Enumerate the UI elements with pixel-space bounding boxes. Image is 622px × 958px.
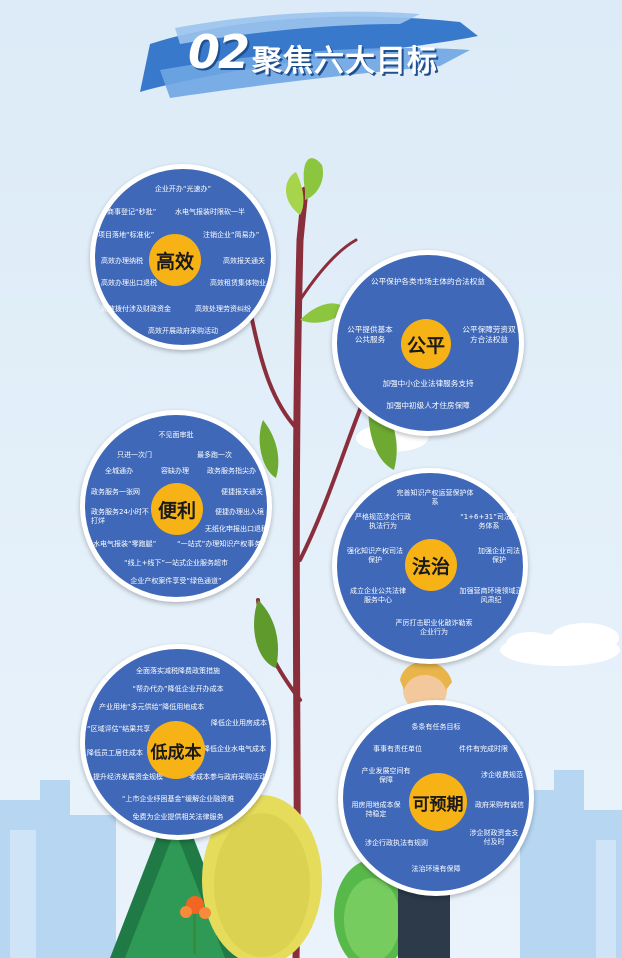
goal-label: 可预期 — [409, 773, 467, 831]
goal-item: 降低企业用房成本 — [211, 719, 267, 727]
goal-item: 法治环境有保障 — [411, 865, 461, 873]
goal-item: 完善知识产权运营保护体系 — [396, 489, 474, 506]
section-number: 02 — [188, 25, 250, 79]
goal-item: 条条有任务目标 — [411, 723, 461, 731]
goal-item: 用房用地成本保持稳定 — [351, 801, 401, 818]
goal-item: 只进一次门 — [117, 451, 152, 459]
goal-label: 法治 — [405, 539, 457, 591]
goal-item: 水电气报装时限砍一半 — [175, 208, 245, 216]
goal-item: “1+6+31”司法服务体系 — [460, 513, 518, 530]
goal-item: 政务服务一张网 — [91, 488, 140, 496]
page-title: 聚焦六大目标 — [252, 44, 438, 79]
goal-item: 商事登记“秒批” — [107, 208, 157, 216]
goal-item: 涉企财政资金支付及时 — [469, 829, 519, 846]
goal-item: 加强中初级人才住房保障 — [386, 401, 470, 410]
goal-item: 最多跑一次 — [197, 451, 232, 459]
goal-item: 容缺办理 — [161, 467, 189, 475]
goal-circle-predictable: 条条有任务目标 事事有责任单位 件件有完成时限 产业发展空间有保障 涉企收费规范… — [338, 700, 534, 896]
goal-item: 降低企业水电气成本 — [203, 745, 266, 753]
goal-item: 涉企收费规范 — [481, 771, 523, 779]
goal-item: 政府采购有诚信 — [475, 801, 524, 809]
goal-item: 提升经济发展资金规模 — [93, 773, 163, 781]
goal-item: 公平保护各类市场主体的合法权益 — [371, 277, 485, 286]
goal-item: 公平提供基本公共服务 — [347, 325, 393, 344]
goal-item: “线上+线下”一站式企业服务超市 — [123, 559, 229, 567]
goal-item: 全城通办 — [105, 467, 133, 475]
goal-label: 低成本 — [147, 721, 205, 779]
goal-item: 高效报关通关 — [223, 257, 265, 265]
goal-item: 高效租赁集体物业 — [210, 279, 266, 287]
goal-item: 高效开展政府采购活动 — [148, 327, 218, 335]
goal-circle-rule-of-law: 完善知识产权运营保护体系 严格规范涉企行政执法行为 “1+6+31”司法服务体系… — [332, 468, 528, 664]
goal-item: 高效办理出口退税 — [101, 279, 157, 287]
goal-label: 公平 — [401, 319, 451, 369]
goal-label: 高效 — [149, 234, 201, 286]
goal-item: 加强企业司法保护 — [478, 547, 520, 564]
flower-icon — [180, 896, 211, 954]
goal-item: 加强营商环境领域正风肃纪 — [459, 587, 523, 604]
goal-item: 高效处理劳资纠纷 — [195, 305, 251, 313]
goal-item: 便捷报关通关 — [221, 488, 263, 496]
goal-item: 企业产权案件享受“绿色通道” — [130, 577, 222, 585]
goal-item: 政务服务指尖办 — [207, 467, 256, 475]
goal-item: 产业用地“多元供给”降低用地成本 — [99, 703, 205, 711]
goal-circle-efficient: 企业开办“光速办” 商事登记“秒批” 水电气报装时限砍一半 项目落地“标准化” … — [90, 164, 276, 350]
goal-item: 加强中小企业法律服务支持 — [382, 379, 474, 388]
goal-item: 事事有责任单位 — [373, 745, 422, 753]
goal-item: 零成本参与政府采购活动 — [189, 773, 266, 781]
goal-item: 无纸化申报出口退税 — [205, 525, 268, 533]
goal-item: 公平保障劳资双方合法权益 — [462, 325, 516, 344]
goal-circle-fair: 公平保护各类市场主体的合法权益 公平提供基本公共服务 公平保障劳资双方合法权益 … — [332, 250, 524, 436]
goal-item: 高效拨付涉及财政资金 — [101, 305, 171, 313]
goal-item: 企业开办“光速办” — [154, 185, 212, 193]
goal-item: 高效办理纳税 — [101, 257, 143, 265]
goal-item: “上市企业纾困基金”缓解企业融资难 — [121, 795, 235, 803]
goal-label: 便利 — [151, 483, 203, 535]
goal-item: 涉企行政执法有规则 — [365, 839, 428, 847]
goal-item: “一站式”办理知识产权事务 — [177, 540, 262, 548]
goal-item: 注销企业“简易办” — [203, 231, 260, 239]
goal-item: 水电气报装“零跑腿” — [93, 540, 157, 548]
goal-item: 件件有完成时限 — [459, 745, 508, 753]
goal-item: 政务服务24小时不打烊 — [91, 508, 149, 525]
goal-item: 降低员工居住成本 — [87, 749, 143, 757]
goal-item: 项目落地“标准化” — [98, 231, 155, 239]
goal-item: “帮办代办”降低企业开办成本 — [132, 685, 224, 693]
goal-circle-convenient: 不见面审批 只进一次门 最多跑一次 全城通办 容缺办理 政务服务指尖办 政务服务… — [80, 410, 272, 602]
goal-item: “区域评估”结果共享 — [87, 725, 151, 733]
goal-item: 严格规范涉企行政执法行为 — [355, 513, 411, 530]
goal-item: 产业发展空间有保障 — [361, 767, 411, 784]
goal-item: 免费为企业提供相关法律服务 — [132, 813, 224, 821]
goal-item: 便捷办理出入境 — [215, 508, 264, 516]
goal-item: 不见面审批 — [158, 431, 194, 439]
goal-circle-low-cost: 全面落实减税降费政策措施 “帮办代办”降低企业开办成本 产业用地“多元供给”降低… — [80, 644, 276, 840]
goal-item: 全面落实减税降费政策措施 — [136, 667, 220, 675]
goal-item: 严厉打击职业化敲诈勒索企业行为 — [395, 619, 473, 636]
goal-item: 强化知识产权司法保护 — [347, 547, 403, 564]
header: 02 聚焦六大目标 — [0, 0, 622, 110]
goal-item: 成立企业公共法律服务中心 — [350, 587, 406, 604]
